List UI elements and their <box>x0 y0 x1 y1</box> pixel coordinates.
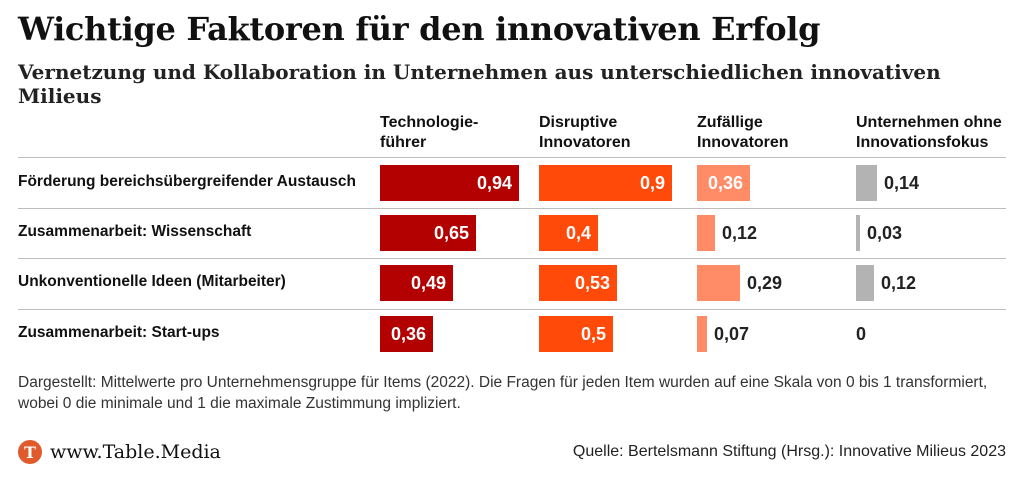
row-divider-2 <box>18 208 1006 209</box>
row-divider-1 <box>18 157 1006 158</box>
column-header-2: Disruptive Innovatoren <box>539 114 631 151</box>
bar-s1-r1 <box>380 165 519 201</box>
methodology-note: Dargestellt: Mittelwerte pro Unternehmen… <box>18 374 988 412</box>
row-label-4: Zusammenarbeit: Start-ups <box>18 324 220 341</box>
value-label-s3-r1: 0,36 <box>707 173 743 193</box>
value-label-s2-r1: 0,9 <box>639 173 665 193</box>
value-label-s4-r3: 0,12 <box>881 273 917 293</box>
value-label-s2-r2: 0,4 <box>565 223 591 243</box>
bar-s2-r1 <box>539 165 672 201</box>
value-label-s1-r2: 0,65 <box>433 223 469 243</box>
row-label-3: Unkonventionelle Ideen (Mitarbeiter) <box>18 273 286 290</box>
value-label-s1-r1: 0,94 <box>476 173 512 193</box>
row-label-1: Förderung bereichsübergreifender Austaus… <box>18 173 356 190</box>
value-label-s1-r3: 0,49 <box>410 273 446 293</box>
value-label-s2-r3: 0,53 <box>574 273 610 293</box>
bar-s4-r3 <box>856 265 874 301</box>
value-label-s3-r3: 0,29 <box>747 273 783 293</box>
bar-s2-r4 <box>539 316 613 352</box>
bar-s3-r2 <box>697 215 715 251</box>
row-label-2: Zusammenarbeit: Wissenschaft <box>18 223 252 240</box>
row-divider-4 <box>18 309 1006 310</box>
bar-s1-r4 <box>380 316 433 352</box>
bar-s4-r1 <box>856 165 877 201</box>
bar-s4-r2 <box>856 215 860 251</box>
bar-s3-r4 <box>697 316 707 352</box>
bar-s1-r3 <box>380 265 453 301</box>
bar-s3-r1 <box>697 165 750 201</box>
value-label-s3-r2: 0,12 <box>722 223 758 243</box>
chart-subtitle: Vernetzung und Kollaboration in Unterneh… <box>18 60 941 108</box>
value-label-s2-r4: 0,5 <box>580 324 606 344</box>
source-credit: Quelle: Bertelsmann Stiftung (Hrsg.): In… <box>572 443 1006 460</box>
brand-url: www.Table.Media <box>50 441 221 463</box>
table-media-logo-icon: T <box>18 440 42 464</box>
column-header-3: Zufällige Innovatoren <box>697 114 789 151</box>
value-label-s4-r4: 0 <box>856 324 867 344</box>
bar-s2-r2 <box>539 215 598 251</box>
bar-s2-r3 <box>539 265 617 301</box>
chart-title: Wichtige Faktoren für den innovativen Er… <box>18 10 821 48</box>
brand[interactable]: T www.Table.Media <box>18 440 221 464</box>
bar-s1-r2 <box>380 215 476 251</box>
value-label-s4-r1: 0,14 <box>884 173 920 193</box>
value-label-s1-r4: 0,36 <box>390 324 426 344</box>
column-header-1: Technologie- führer <box>380 114 479 151</box>
bar-s3-r3 <box>697 265 740 301</box>
value-label-s4-r2: 0,03 <box>867 223 903 243</box>
row-divider-3 <box>18 258 1006 259</box>
value-label-s3-r4: 0,07 <box>714 324 750 344</box>
column-header-4: Unternehmen ohne Innovationsfokus <box>856 114 1002 151</box>
